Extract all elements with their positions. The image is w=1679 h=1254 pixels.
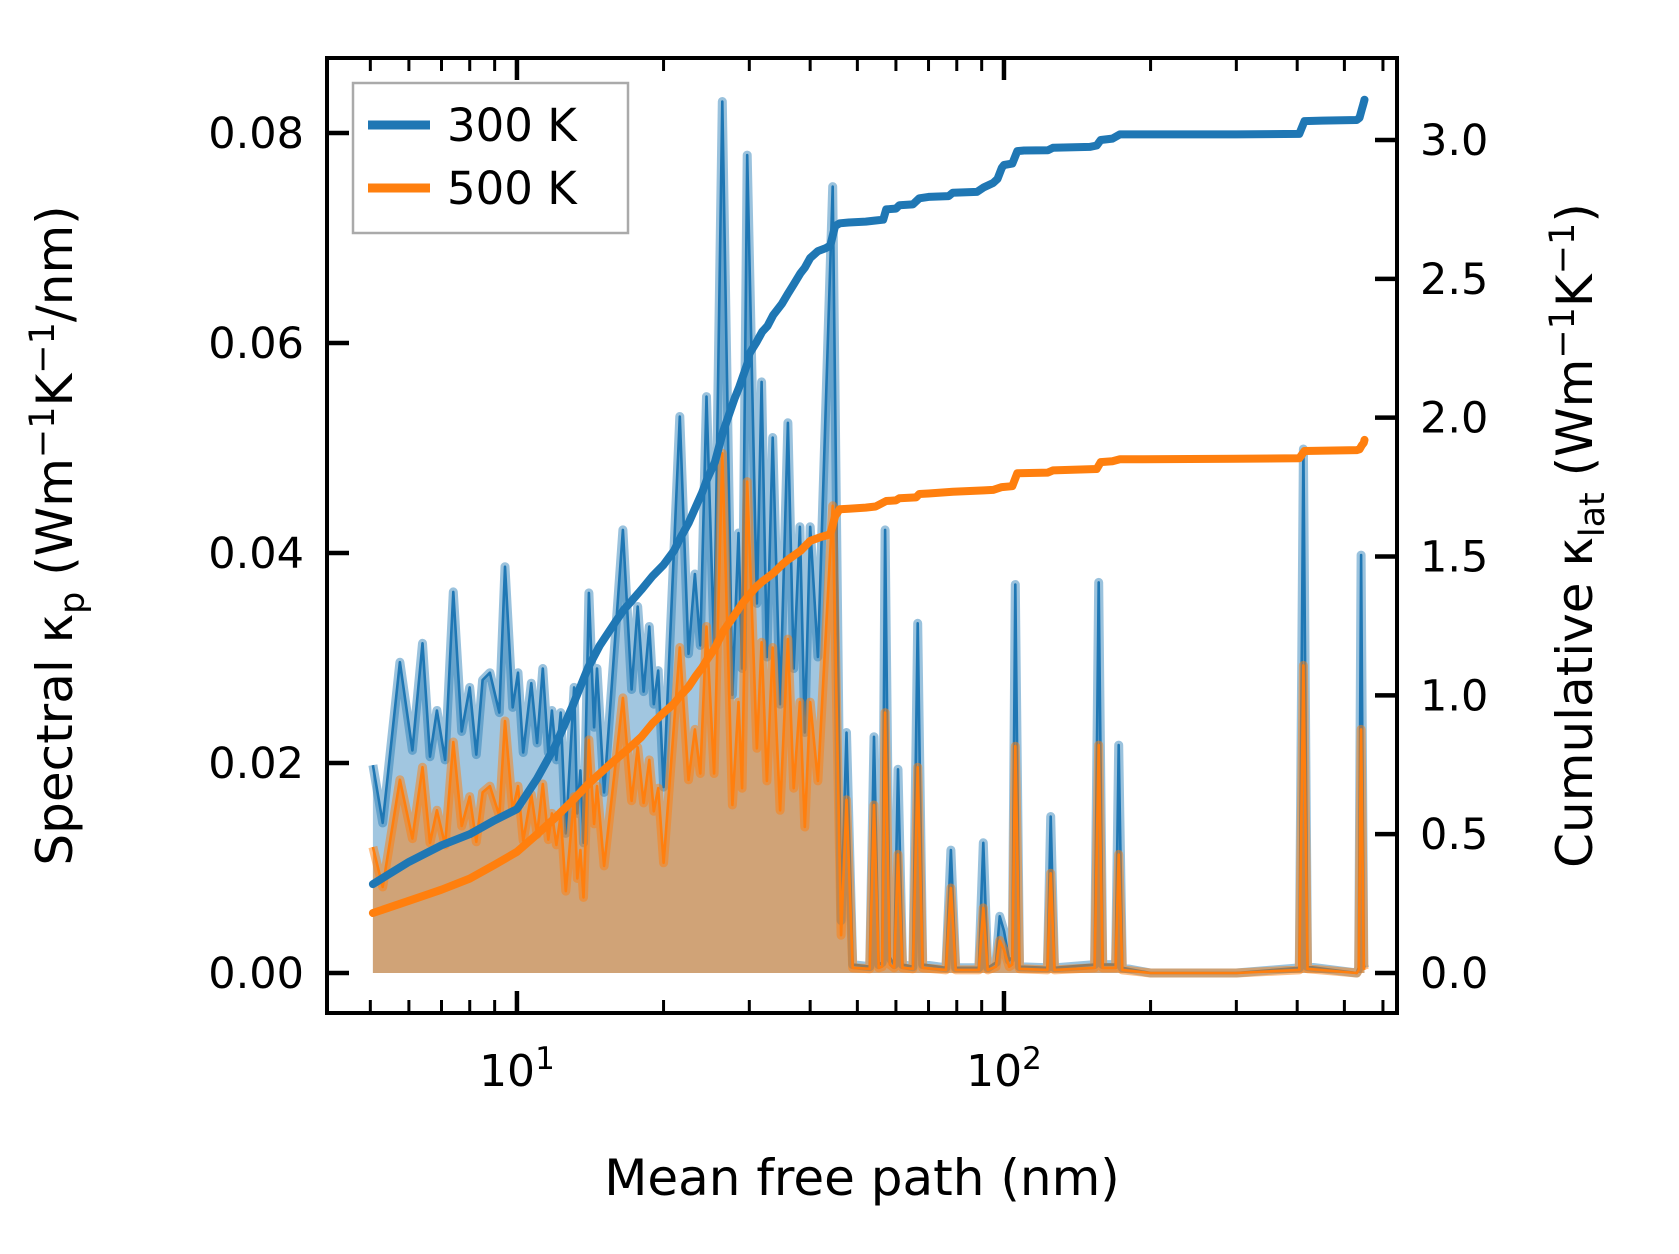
right-tick-label: 2.0 bbox=[1420, 394, 1488, 444]
right-axis-label: Cumulative κlat (Wm−1K−1) bbox=[1543, 203, 1613, 868]
right-axis-label-part: lat bbox=[1573, 492, 1613, 537]
left-axis-label-part: −1 bbox=[23, 406, 63, 458]
left-axis-label-part: (Wm bbox=[26, 458, 84, 592]
right-tick-label: 2.5 bbox=[1420, 255, 1488, 305]
right-axis-label-part: (Wm bbox=[1546, 359, 1604, 493]
right-axis-label-part: K bbox=[1546, 273, 1604, 307]
right-tick-label: 3.0 bbox=[1420, 116, 1488, 166]
left-axis-label-part: /nm) bbox=[26, 205, 84, 322]
ticks-group bbox=[327, 58, 1397, 1013]
x-tick-label-part: 10 bbox=[966, 1046, 1022, 1097]
cumulative-300-line bbox=[368, 95, 1369, 889]
left-axis-label-part: −1 bbox=[23, 322, 63, 374]
right-tick-label: 1.0 bbox=[1420, 671, 1488, 721]
legend-box bbox=[351, 81, 630, 235]
left-tick-label: 0.06 bbox=[208, 319, 304, 369]
spectral-500-line bbox=[371, 451, 1366, 975]
series-group bbox=[368, 95, 1369, 978]
left-axis-label-part: Spectral κ bbox=[26, 614, 84, 866]
right-axis-label-part: −1 bbox=[1543, 223, 1583, 275]
spectral-500-area bbox=[372, 453, 1365, 973]
right-tick-label: 0.0 bbox=[1420, 949, 1488, 999]
plot-frame bbox=[325, 56, 1399, 1015]
left-tick-label: 0.08 bbox=[208, 109, 304, 159]
x-tick-label-part: 2 bbox=[1022, 1041, 1042, 1077]
left-axis-label: Spectral κp (Wm−1K−1/nm) bbox=[23, 205, 93, 865]
right-axis-label-part: −1 bbox=[1543, 307, 1583, 359]
right-tick-label: 0.5 bbox=[1420, 810, 1488, 860]
x-tick-label-part: 1 bbox=[535, 1041, 555, 1077]
left-axis-label-part: p bbox=[53, 592, 93, 614]
x-axis-label-part: Mean free path (nm) bbox=[604, 1149, 1120, 1207]
left-axis-label-part: K bbox=[26, 372, 84, 406]
legend: 300 K 500 K bbox=[351, 81, 630, 235]
left-tick-label: 0.02 bbox=[208, 739, 304, 789]
left-tick-label: 0.00 bbox=[208, 949, 304, 999]
x-tick-label-part: 10 bbox=[479, 1046, 535, 1097]
x-axis-label: Mean free path (nm) bbox=[604, 1149, 1120, 1207]
legend-label-500k: 500 K bbox=[447, 162, 578, 215]
right-tick-label: 1.5 bbox=[1420, 532, 1488, 582]
cumulative-500-line bbox=[368, 435, 1369, 917]
right-axis-label-part: ) bbox=[1546, 203, 1604, 223]
right-axis-label-part: Cumulative κ bbox=[1546, 537, 1604, 868]
legend-label-300k: 300 K bbox=[447, 99, 578, 152]
left-tick-label: 0.04 bbox=[208, 529, 304, 579]
x-tick-label: 102 bbox=[966, 1041, 1042, 1097]
x-tick-label: 101 bbox=[479, 1041, 555, 1097]
